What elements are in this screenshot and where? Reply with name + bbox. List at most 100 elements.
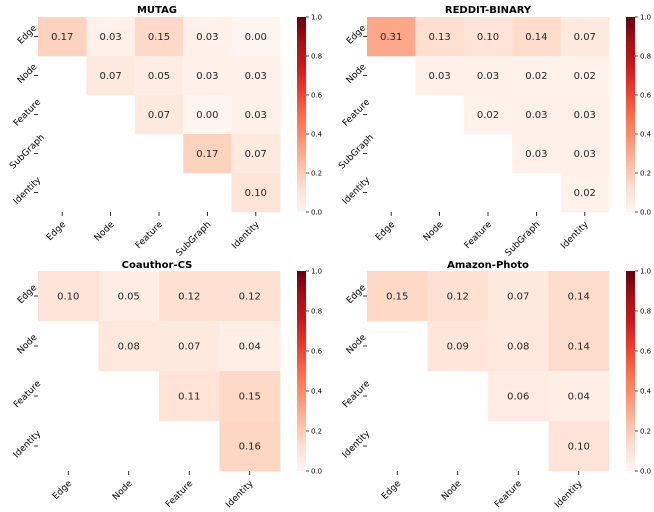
- heatmap-cell: [98, 271, 160, 322]
- colorbar-tick-label: 0.8: [640, 308, 651, 316]
- cell-value-label: 0.05: [118, 292, 140, 303]
- heatmap-cell: [560, 56, 610, 96]
- colorbar-tick-label: 0.0: [640, 209, 651, 217]
- colorbar-tick-label: 1.0: [640, 14, 651, 22]
- cell-value-label: 0.03: [428, 71, 450, 82]
- heatmap-cell: [560, 134, 610, 174]
- colorbar-tick-label: 0.8: [311, 308, 322, 316]
- cell-value-label: 0.03: [245, 110, 267, 121]
- cell-value-label: 0.06: [507, 392, 529, 403]
- cell-value-label: 0.14: [568, 342, 590, 353]
- x-tick-labels: Edge Node Feature SubGraph Identity: [45, 212, 262, 259]
- cell-value-label: 0.03: [574, 110, 596, 121]
- cell-value-label: 0.02: [574, 71, 596, 82]
- cell-value-label: 0.00: [196, 110, 218, 121]
- y-tick-label: Feature: [12, 379, 43, 410]
- y-tick-label: Edge: [16, 283, 39, 306]
- cell-value-label: 0.11: [178, 392, 200, 403]
- chart-title: MUTAG: [137, 5, 177, 16]
- cell-value-label: 0.10: [57, 292, 79, 303]
- cell-value-label: 0.02: [525, 71, 547, 82]
- colorbar-tick-label: 0.6: [640, 348, 652, 356]
- cell-value-label: 0.13: [428, 32, 450, 43]
- cell-value-label: 0.09: [447, 342, 469, 353]
- x-tick-label: Edge: [380, 479, 403, 502]
- heatmap-cell: [560, 17, 610, 57]
- heatmap-cell: [415, 56, 465, 96]
- y-tick-label: Node: [345, 332, 369, 356]
- panel-coauthor-cs: Coauthor-CS 0.10 0.05 0.12 0.12 0.08 0.07 0.04…: [12, 260, 323, 510]
- heatmap-cell: [367, 17, 416, 57]
- cell-value-label: 0.14: [525, 32, 547, 43]
- colorbar-tick-label: 0.6: [311, 348, 323, 356]
- cell-value-label: 0.03: [245, 71, 267, 82]
- heatmap-cell: [38, 271, 99, 322]
- heatmap-cell: [183, 17, 232, 57]
- cell-value-label: 0.10: [477, 32, 499, 43]
- colorbar-gradient: [626, 271, 635, 471]
- heatmap-cells: 0.10 0.05 0.12 0.12 0.08 0.07 0.04 0.11 0.15 0.16: [38, 271, 281, 472]
- cell-value-label: 0.00: [245, 32, 267, 43]
- heatmap-cell: [231, 173, 281, 213]
- heatmap-cell: [231, 56, 281, 96]
- cell-value-label: 0.31: [380, 32, 402, 43]
- colorbar-tick-label: 1.0: [640, 268, 651, 276]
- heatmap-cell: [134, 56, 184, 96]
- heatmap-cell: [512, 56, 561, 96]
- cell-value-label: 0.16: [239, 442, 261, 453]
- heatmap-cell: [512, 134, 561, 174]
- x-tick-label: SubGraph: [504, 220, 543, 259]
- colorbar-tick-label: 0.0: [640, 468, 651, 476]
- cell-value-label: 0.12: [447, 292, 469, 303]
- y-tick-label: Feature: [12, 97, 43, 128]
- x-tick-label: SubGraph: [175, 220, 214, 259]
- x-tick-label: Node: [93, 220, 117, 244]
- heatmap-cell: [512, 17, 561, 57]
- colorbar: 0.0 0.2 0.4 0.6 0.8 1.0: [297, 268, 323, 476]
- chart-title: Coauthor-CS: [122, 260, 193, 271]
- cell-value-label: 0.12: [178, 292, 200, 303]
- colorbar-gradient: [297, 17, 306, 212]
- colorbar: 0.0 0.2 0.4 0.6 0.8 1.0: [626, 14, 652, 217]
- heatmap-cell: [219, 321, 281, 372]
- colorbar-tick-label: 0.8: [311, 53, 322, 61]
- y-tick-label: SubGraph: [8, 133, 47, 172]
- heatmap-cell: [159, 271, 220, 322]
- y-tick-label: Feature: [341, 379, 372, 410]
- cell-value-label: 0.03: [574, 149, 596, 160]
- heatmap-cell: [415, 17, 465, 57]
- x-tick-label: Edge: [51, 479, 74, 502]
- colorbar-tick-label: 1.0: [311, 268, 322, 276]
- heatmap-cell: [427, 321, 489, 372]
- x-tick-label: Node: [422, 220, 446, 244]
- x-tick-label: Node: [440, 479, 464, 503]
- heatmap-cell: [231, 95, 281, 135]
- cell-value-label: 0.05: [148, 71, 170, 82]
- x-tick-label: Identity: [224, 478, 256, 510]
- cell-value-label: 0.02: [574, 188, 596, 199]
- colorbar-gradient: [626, 17, 635, 212]
- cell-value-label: 0.03: [525, 110, 547, 121]
- cell-value-label: 0.07: [99, 71, 121, 82]
- cell-value-label: 0.07: [507, 292, 529, 303]
- heatmap-cells: 0.31 0.13 0.10 0.14 0.07 0.03 0.03 0.02 0.02 0.02…: [367, 17, 610, 213]
- colorbar-tick-label: 0.2: [640, 170, 651, 178]
- colorbar-gradient: [297, 271, 306, 471]
- heatmap-cell: [38, 17, 87, 57]
- cell-value-label: 0.07: [178, 342, 200, 353]
- colorbar: 0.0 0.2 0.4 0.6 0.8 1.0: [626, 268, 652, 476]
- cell-value-label: 0.07: [148, 110, 170, 121]
- heatmap-cell: [219, 421, 281, 472]
- heatmap-cell: [548, 271, 610, 322]
- cell-value-label: 0.02: [477, 110, 499, 121]
- heatmap-cell: [159, 371, 220, 422]
- colorbar-tick-label: 0.6: [640, 92, 652, 100]
- heatmap-cell: [463, 95, 513, 135]
- heatmap-cell: [98, 321, 160, 372]
- heatmap-cell: [548, 421, 610, 472]
- y-tick-label: Edge: [16, 23, 39, 46]
- heatmap-cell: [548, 321, 610, 372]
- chart-title: Amazon-Photo: [447, 260, 529, 271]
- y-tick-label: Edge: [345, 23, 368, 46]
